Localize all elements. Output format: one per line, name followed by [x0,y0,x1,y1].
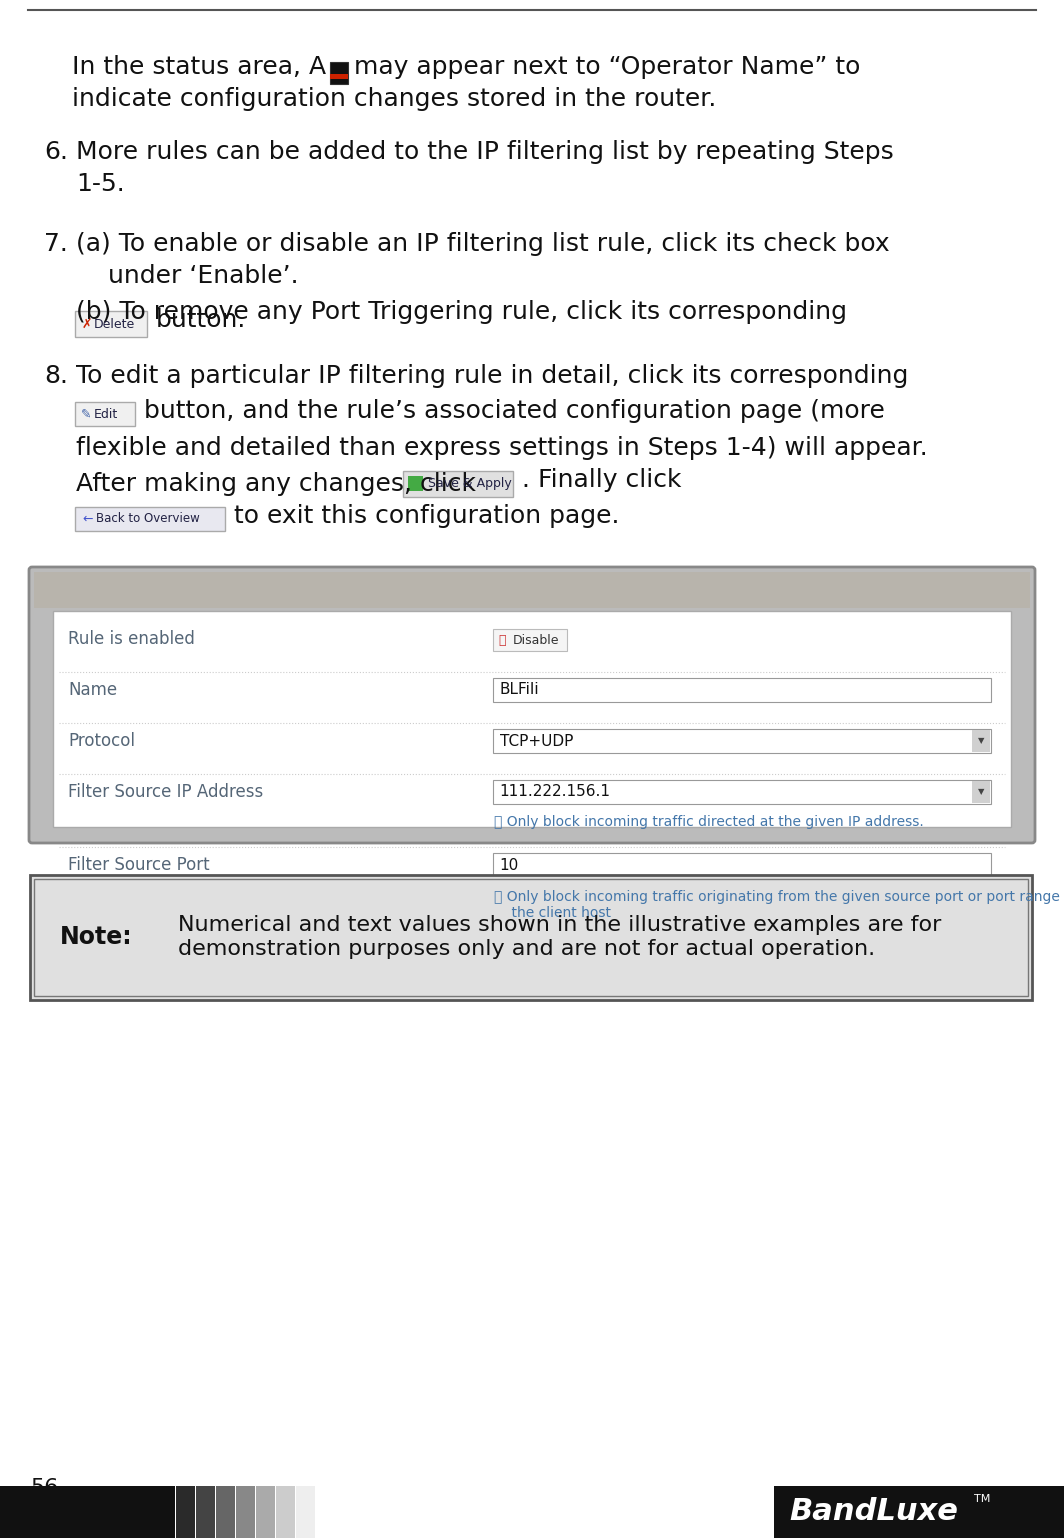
Text: After making any changes, click: After making any changes, click [76,472,476,495]
Text: Protocol: Protocol [68,732,135,751]
FancyBboxPatch shape [493,678,991,701]
Text: Filter Source Port: Filter Source Port [68,857,210,874]
Text: button.: button. [156,308,247,332]
Text: Disable: Disable [513,634,560,646]
Text: button, and the rule’s associated configuration page (more: button, and the rule’s associated config… [144,398,885,423]
FancyBboxPatch shape [74,401,135,426]
Bar [256,1486,275,1538]
Text: Save & Apply: Save & Apply [428,477,512,491]
Text: ▼: ▼ [978,737,984,746]
Text: 56: 56 [30,1478,59,1498]
FancyBboxPatch shape [493,780,991,804]
Bar [176,1486,195,1538]
Bar [236,1486,255,1538]
FancyBboxPatch shape [493,854,991,877]
Bar [0,1486,174,1538]
Text: to exit this configuration page.: to exit this configuration page. [234,504,619,528]
Bar [972,731,990,752]
FancyBboxPatch shape [74,311,147,337]
Text: Name: Name [68,681,117,698]
Bar [196,1486,215,1538]
Text: 7.: 7. [44,232,68,255]
Bar [408,475,423,491]
Text: ✎: ✎ [81,408,92,420]
FancyBboxPatch shape [29,568,1035,843]
Text: Filter Source IP Address: Filter Source IP Address [68,783,263,801]
Text: In the status area, A: In the status area, A [72,55,327,78]
Bar [276,1486,295,1538]
Text: 8.: 8. [44,365,68,388]
Bar [34,880,1028,997]
Text: Rule is enabled: Rule is enabled [68,631,195,647]
Bar [972,781,990,803]
Bar [34,572,1030,608]
Text: Note:: Note: [60,924,133,949]
FancyBboxPatch shape [403,471,513,497]
Text: indicate configuration changes stored in the router.: indicate configuration changes stored in… [72,88,716,111]
Text: 10: 10 [500,858,519,872]
Text: ✗: ✗ [82,317,93,331]
Text: To edit a particular IP filtering rule in detail, click its corresponding: To edit a particular IP filtering rule i… [76,365,909,388]
Text: 6.: 6. [44,140,68,165]
Text: Numerical and text values shown in the illustrative examples are for
demonstrati: Numerical and text values shown in the i… [178,915,942,958]
Text: Ⓧ: Ⓧ [499,634,506,646]
Text: . Finally click: . Finally click [522,468,682,492]
Text: flexible and detailed than express settings in Steps 1-4) will appear.: flexible and detailed than express setti… [76,435,928,460]
Bar [30,875,1032,1000]
Bar [296,1486,315,1538]
FancyBboxPatch shape [53,611,1011,827]
Bar [330,62,348,85]
Text: ←: ← [82,512,93,526]
Text: (a) To enable or disable an IP filtering list rule, click its check box: (a) To enable or disable an IP filtering… [76,232,890,255]
Text: TCP+UDP: TCP+UDP [500,734,573,749]
Text: ▼: ▼ [978,787,984,797]
FancyBboxPatch shape [493,729,991,754]
FancyBboxPatch shape [74,508,225,531]
Text: More rules can be added to the IP filtering list by repeating Steps: More rules can be added to the IP filter… [76,140,894,165]
Text: Back to Overview: Back to Overview [96,512,200,526]
Text: may appear next to “Operator Name” to: may appear next to “Operator Name” to [354,55,861,78]
Bar [330,74,348,78]
Text: under ‘Enable’.: under ‘Enable’. [76,265,299,288]
Text: Delete: Delete [94,317,135,331]
Text: BLFiIi: BLFiIi [500,683,539,698]
Text: 1-5.: 1-5. [76,172,124,195]
Text: TM: TM [974,1493,991,1504]
Text: ⓘ Only block incoming traffic directed at the given IP address.: ⓘ Only block incoming traffic directed a… [494,815,924,829]
Text: (b) To remove any Port Triggering rule, click its corresponding: (b) To remove any Port Triggering rule, … [76,300,847,325]
Bar [0,1486,1064,1538]
FancyBboxPatch shape [493,629,567,651]
Text: Edit: Edit [94,408,118,420]
Text: 111.222.156.1: 111.222.156.1 [500,784,611,800]
Bar [216,1486,235,1538]
Text: ⓘ Only block incoming traffic originating from the given source port or port ran: ⓘ Only block incoming traffic originatin… [494,891,1064,920]
Bar [774,1486,1064,1538]
Text: BandLuxe: BandLuxe [789,1498,959,1527]
